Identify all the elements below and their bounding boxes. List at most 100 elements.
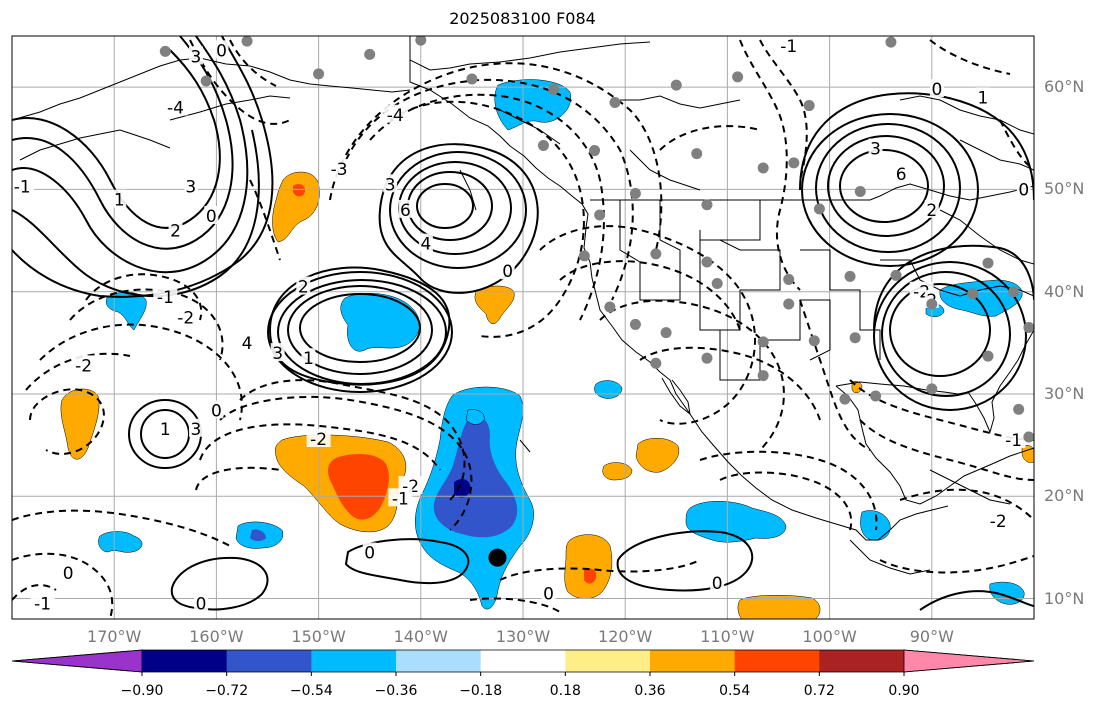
colorbar-segment	[480, 650, 566, 672]
contour-label: 1	[977, 88, 988, 108]
colorbar-tick-label: 0.54	[719, 683, 751, 699]
contour-label-bg	[112, 189, 127, 208]
station-dot	[711, 278, 723, 290]
lat-tick-label: 50°N	[1044, 179, 1085, 199]
station-dot	[783, 273, 795, 285]
contour-label-bg	[194, 593, 209, 612]
colorbar-segment	[142, 650, 228, 672]
contour-label: 3	[191, 47, 202, 67]
station-dot	[844, 270, 856, 282]
colorbar-tick-label: −0.18	[459, 683, 503, 699]
contour-label-bg	[975, 87, 990, 106]
colorbar-segment	[565, 650, 651, 672]
contour-label: 0	[63, 564, 74, 584]
contour-label-bg	[214, 40, 229, 59]
contour-label: -1	[1005, 431, 1022, 451]
contour-label: 0	[712, 574, 723, 594]
map-frame	[11, 35, 1035, 620]
contour-label-bg	[296, 276, 311, 295]
contour-label: 1	[160, 420, 171, 440]
contour-label: 0	[502, 262, 513, 282]
contour-label: 1	[303, 349, 314, 369]
station-dot	[594, 209, 606, 221]
contour-label: 4	[420, 235, 431, 255]
contour-label: 2	[926, 201, 937, 221]
station-dot	[926, 298, 938, 310]
shade-region-blue	[98, 531, 143, 553]
shade-region-orange	[635, 438, 680, 473]
contour-label: 0	[543, 584, 554, 604]
shade-region-navy	[454, 479, 471, 498]
contour-label-bg	[362, 542, 377, 561]
contour-label-bg	[301, 348, 316, 367]
contour-label: 6	[896, 165, 907, 185]
contour-label: 6	[400, 201, 411, 221]
station-dot	[839, 393, 851, 405]
station-dot	[757, 162, 769, 174]
contour-label-bg	[1016, 179, 1031, 198]
station-dot	[813, 203, 825, 215]
station-dot	[537, 139, 549, 151]
contour-label-bg	[398, 199, 413, 218]
contour-label-bg	[388, 488, 413, 507]
lon-tick-label: 100°W	[802, 627, 857, 646]
station-dot	[200, 75, 212, 87]
station-dot	[313, 68, 325, 80]
station-dot	[159, 45, 171, 57]
lon-tick-label: 160°W	[189, 627, 244, 646]
contour-label-bg	[418, 233, 433, 252]
contour-label-bg	[383, 104, 408, 123]
colorbar-tick-label: −0.72	[205, 683, 249, 699]
colorbar-tick-label: −0.54	[289, 683, 333, 699]
contour-label: -1	[14, 177, 31, 197]
location-marker	[488, 548, 507, 567]
colorbar-tick-label: 0.36	[634, 683, 666, 699]
contour-label: 3	[870, 140, 881, 160]
shade-region-orange	[602, 462, 633, 481]
colorbar-tick-label: −0.90	[120, 683, 164, 699]
contour-label-bg	[383, 174, 398, 193]
shade-region-orange	[1021, 445, 1034, 463]
contour-label-bg	[1001, 430, 1026, 449]
lon-tick-label: 170°W	[87, 627, 142, 646]
shade-region-blue	[594, 380, 623, 399]
station-dot	[732, 71, 744, 83]
shade-region-orange	[60, 388, 100, 460]
shade-region-lightblue	[433, 414, 518, 538]
shade-region-navy	[250, 529, 266, 541]
contour-label: -3	[331, 160, 348, 180]
station-dot	[926, 383, 938, 395]
station-dot	[629, 318, 641, 330]
contour-label-bg	[894, 164, 909, 183]
contour-label-bg	[12, 176, 35, 195]
shade-region-orange	[737, 594, 821, 619]
contour-label-bg	[61, 562, 76, 581]
contour-label: -1	[34, 595, 51, 615]
contour-label: 0	[196, 595, 207, 615]
lat-tick-label: 60°N	[1044, 77, 1085, 97]
station-dot	[783, 298, 795, 310]
station-dot	[548, 83, 560, 95]
contour-label: -2	[177, 308, 194, 328]
station-dot	[788, 157, 800, 169]
station-dot	[589, 145, 601, 157]
station-dot	[982, 350, 994, 362]
lat-tick-label: 30°N	[1044, 383, 1085, 403]
shade-region-red	[584, 568, 597, 584]
contour-label-bg	[158, 418, 173, 437]
station-dot	[870, 390, 882, 402]
map-title: 2025083100 F084	[449, 9, 596, 28]
lon-tick-label: 120°W	[598, 627, 653, 646]
station-dot	[757, 370, 769, 382]
contour-label: 1	[114, 191, 125, 211]
contour-label-bg	[183, 176, 198, 195]
station-dot	[890, 269, 902, 281]
station-dot	[629, 188, 641, 200]
colorbar-segment	[226, 650, 312, 672]
station-dot	[885, 36, 897, 48]
contour-label: -1	[392, 489, 409, 509]
station-dot	[609, 96, 621, 108]
contour-label-bg	[71, 355, 96, 374]
contour-label: -1	[157, 288, 174, 308]
